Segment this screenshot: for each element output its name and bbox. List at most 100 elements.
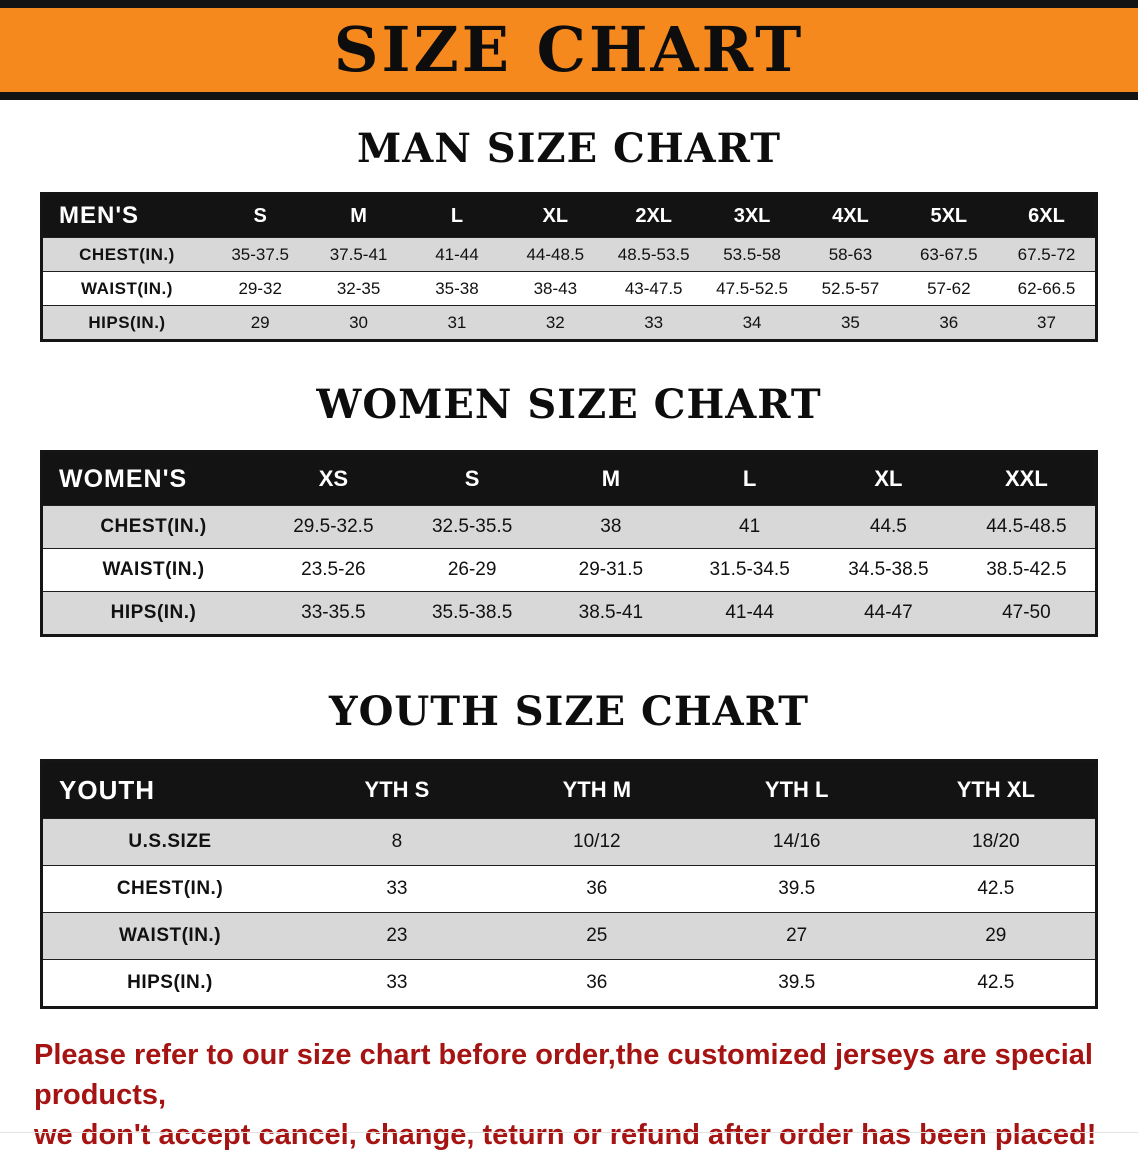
row-label: CHEST(IN.)	[41, 237, 211, 272]
size-cell: 38.5-42.5	[957, 548, 1097, 592]
row-label: CHEST(IN.)	[41, 865, 297, 913]
size-cell: 43-47.5	[604, 271, 703, 306]
size-cell: 29	[896, 912, 1097, 960]
size-cell: 36	[496, 865, 697, 913]
size-cell: 33	[297, 865, 497, 913]
size-cell: 35-37.5	[211, 237, 310, 272]
size-cell: 38	[541, 505, 681, 549]
size-cell: 29-31.5	[541, 548, 681, 592]
size-cell: 34.5-38.5	[819, 548, 958, 592]
size-cell: 53.5-58	[702, 237, 802, 272]
table-corner-label: MEN'S	[41, 193, 211, 238]
row-label: CHEST(IN.)	[41, 505, 264, 549]
column-header: YTH L	[696, 760, 897, 819]
row-label: U.S.SIZE	[41, 818, 297, 866]
size-cell: 30	[309, 305, 408, 341]
size-cell: 35	[801, 305, 900, 341]
column-header: XL	[819, 451, 958, 506]
table-row: HIPS(IN.) 33 36 39.5 42.5	[41, 959, 1097, 1008]
column-header: M	[309, 193, 408, 238]
column-header: M	[541, 451, 681, 506]
size-cell: 8	[297, 818, 497, 866]
size-cell: 47-50	[957, 591, 1097, 636]
size-cell: 18/20	[896, 818, 1097, 866]
women-size-table: WOMEN'S XS S M L XL XXL CHEST(IN.) 29.5-32.5 32.5…	[40, 450, 1098, 637]
size-cell: 47.5-52.5	[702, 271, 802, 306]
men-size-table: MEN'S S M L XL 2XL 3XL 4XL 5XL 6XL CHEST(IN.) 35-37…	[40, 192, 1098, 342]
size-cell: 33-35.5	[264, 591, 403, 636]
size-cell: 14/16	[696, 818, 897, 866]
table-corner-label: WOMEN'S	[41, 451, 264, 506]
size-cell: 27	[696, 912, 897, 960]
header-row: YOUTH YTH S YTH M YTH L YTH XL	[41, 760, 1097, 819]
column-header: S	[211, 193, 310, 238]
size-cell: 36	[496, 959, 697, 1008]
size-cell: 41-44	[680, 591, 819, 636]
size-cell: 42.5	[896, 959, 1097, 1008]
size-cell: 48.5-53.5	[604, 237, 703, 272]
size-cell: 62-66.5	[998, 271, 1097, 306]
size-cell: 35-38	[407, 271, 507, 306]
size-cell: 41	[680, 505, 819, 549]
column-header: 3XL	[702, 193, 802, 238]
column-header: L	[680, 451, 819, 506]
size-cell: 44-48.5	[506, 237, 605, 272]
column-header: YTH S	[297, 760, 497, 819]
size-cell: 42.5	[896, 865, 1097, 913]
youth-size-table: YOUTH YTH S YTH M YTH L YTH XL U.S.SIZE 8 10/12…	[40, 759, 1098, 1009]
column-header: 4XL	[801, 193, 900, 238]
size-cell: 10/12	[496, 818, 697, 866]
column-header: 5XL	[899, 193, 998, 238]
size-cell: 23.5-26	[264, 548, 403, 592]
header-row: WOMEN'S XS S M L XL XXL	[41, 451, 1097, 506]
banner-title: SIZE CHART	[333, 13, 805, 86]
row-label: HIPS(IN.)	[41, 591, 264, 636]
table-row: U.S.SIZE 8 10/12 14/16 18/20	[41, 818, 1097, 866]
size-cell: 32-35	[309, 271, 408, 306]
column-header: XXL	[957, 451, 1097, 506]
table-row: CHEST(IN.) 33 36 39.5 42.5	[41, 865, 1097, 913]
size-cell: 31	[407, 305, 507, 341]
row-label: HIPS(IN.)	[41, 959, 297, 1008]
row-label: WAIST(IN.)	[41, 271, 211, 306]
table-row: WAIST(IN.) 23 25 27 29	[41, 912, 1097, 960]
table-row: HIPS(IN.) 33-35.5 35.5-38.5 38.5-41 41-44 44-…	[41, 591, 1097, 636]
size-cell: 38.5-41	[541, 591, 681, 636]
column-header: S	[402, 451, 542, 506]
size-cell: 33	[297, 959, 497, 1008]
table-row: CHEST(IN.) 29.5-32.5 32.5-35.5 38 41 44.5 44.5…	[41, 505, 1097, 549]
size-cell: 39.5	[696, 865, 897, 913]
size-chart-banner: SIZE CHART	[0, 0, 1138, 100]
size-cell: 26-29	[402, 548, 542, 592]
column-header: YTH XL	[896, 760, 1097, 819]
column-header: 6XL	[998, 193, 1097, 238]
footer-note: Please refer to our size chart before or…	[34, 1035, 1104, 1155]
women-section-heading: WOMEN SIZE CHART	[316, 381, 822, 428]
size-cell: 63-67.5	[899, 237, 998, 272]
size-cell: 52.5-57	[801, 271, 900, 306]
size-cell: 37.5-41	[309, 237, 408, 272]
size-cell: 37	[998, 305, 1097, 341]
size-cell: 41-44	[407, 237, 507, 272]
row-label: HIPS(IN.)	[41, 305, 211, 341]
size-cell: 35.5-38.5	[402, 591, 542, 636]
size-cell: 44-47	[819, 591, 958, 636]
size-cell: 38-43	[506, 271, 605, 306]
size-cell: 57-62	[899, 271, 998, 306]
women-size-section: WOMEN SIZE CHART WOMEN'S XS S M L XL XXL CHEST(…	[0, 382, 1138, 637]
size-cell: 32	[506, 305, 605, 341]
table-corner-label: YOUTH	[41, 760, 297, 819]
size-cell: 29.5-32.5	[264, 505, 403, 549]
men-size-section: MAN SIZE CHART MEN'S S M L XL 2XL 3XL 4XL 5XL 6XL…	[0, 126, 1138, 342]
row-label: WAIST(IN.)	[41, 548, 264, 592]
table-row: WAIST(IN.) 23.5-26 26-29 29-31.5 31.5-34.5 34…	[41, 548, 1097, 592]
size-cell: 23	[297, 912, 497, 960]
table-row: HIPS(IN.) 29 30 31 32 33 34 35 36 37	[41, 305, 1097, 341]
men-section-heading: MAN SIZE CHART	[357, 125, 781, 172]
header-row: MEN'S S M L XL 2XL 3XL 4XL 5XL 6XL	[41, 193, 1097, 238]
table-row: CHEST(IN.) 35-37.5 37.5-41 41-44 44-48.5 48.5…	[41, 237, 1097, 272]
size-cell: 34	[702, 305, 802, 341]
footer-note-line-2: we don't accept cancel, change, teturn o…	[34, 1119, 1097, 1151]
size-cell: 39.5	[696, 959, 897, 1008]
